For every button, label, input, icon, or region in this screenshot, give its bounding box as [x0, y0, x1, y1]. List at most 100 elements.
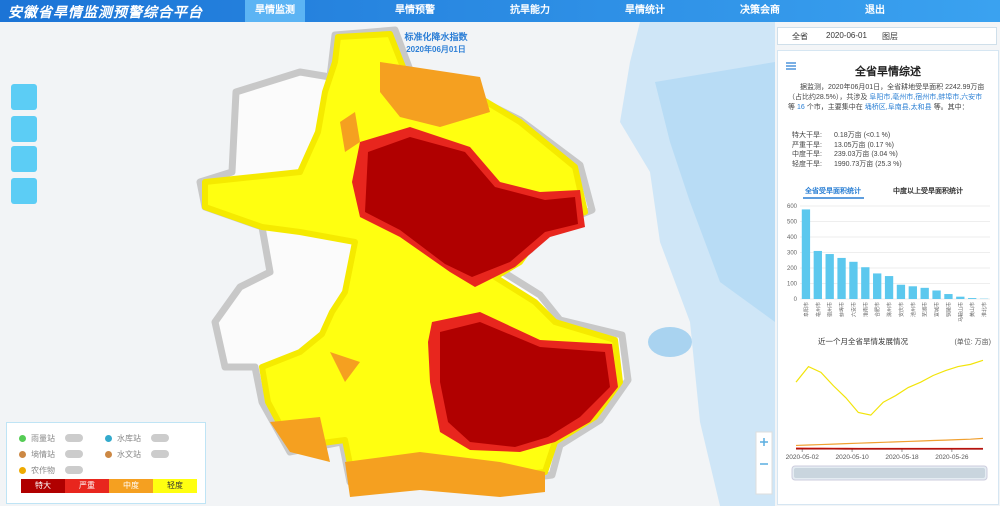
x-tick-label: 马鞍山市 — [957, 302, 964, 322]
toggle[interactable] — [65, 466, 83, 474]
map-date: 2020年06月01日 — [406, 44, 466, 54]
stat-label: 严重干旱: — [792, 141, 822, 149]
bar — [956, 296, 965, 299]
toolbar-item[interactable]: 全省 — [792, 32, 808, 41]
summary-text: 个市，主要集中在 — [806, 104, 863, 111]
bar — [801, 209, 811, 299]
bar — [884, 276, 894, 299]
bar — [861, 267, 870, 299]
x-tick-label: 2020-05-18 — [885, 454, 919, 461]
line-chart-unit: (单位: 万亩) — [954, 337, 991, 346]
y-tick-label: 400 — [787, 235, 798, 241]
stat-value: 0.18万亩 (<0.1 %) — [834, 132, 891, 139]
level-legend: 中度 — [109, 479, 153, 493]
stat-row: 严重干旱: 13.05万亩 (0.17 %) — [792, 141, 982, 151]
drought-area — [270, 62, 545, 497]
x-tick-label: 芜湖市 — [922, 302, 929, 317]
legend: 雨量站 水库站 墒情站 水文站 农作物 特大 严重 中度 轻度 — [6, 422, 206, 504]
x-tick-label: 合肥市 — [874, 302, 881, 317]
layer-tool[interactable] — [11, 116, 37, 142]
toggle[interactable] — [151, 434, 169, 442]
stat-label: 特大干旱: — [792, 132, 822, 139]
x-tick-label: 安庆市 — [898, 302, 905, 317]
stat-value: 13.05万亩 (0.17 %) — [834, 141, 894, 149]
summary-text[interactable]: 16 — [797, 104, 805, 111]
x-tick-label: 2020-05-10 — [835, 454, 869, 461]
nav-item[interactable]: 抗旱能力 — [510, 5, 550, 16]
map: 标准化降水指数 2020年06月01日 — [0, 22, 775, 506]
station-icon — [19, 451, 26, 458]
station-label: 农作物 — [31, 466, 55, 475]
tab: 全省受旱面积统计 — [804, 186, 861, 195]
header: 安徽省旱情监测预警综合平台 旱情监测 旱情预警 抗旱能力 旱情统计 决策会商 退出 — [0, 0, 1000, 22]
panel-title: 全省旱情综述 — [855, 66, 921, 78]
stat-row: 轻度干旱: 1990.73万亩 (25.3 %) — [792, 160, 982, 170]
bar — [968, 298, 977, 299]
stats: 特大干旱: 0.18万亩 (<0.1 %) 严重干旱: 13.05万亩 (0.17 %… — [792, 131, 982, 169]
x-tick-label: 滁州市 — [886, 302, 893, 317]
nav-item[interactable]: 旱情统计 — [625, 5, 665, 16]
x-tick-label: 池州市 — [910, 302, 917, 317]
x-tick-label: 黄山市 — [969, 302, 976, 317]
summary-text[interactable]: 阜阳市,亳州市,宿州市,蚌埠市,六安市 — [869, 94, 983, 101]
toggle[interactable] — [65, 434, 83, 442]
bar — [813, 250, 822, 299]
nav-item[interactable]: 旱情预警 — [395, 5, 435, 16]
station-label: 水库站 — [117, 434, 141, 443]
x-tick-label: 2020-05-02 — [786, 454, 820, 461]
locate-tool[interactable] — [11, 84, 37, 110]
station-icon — [19, 435, 26, 442]
bar — [932, 290, 941, 299]
station-label: 水文站 — [117, 450, 141, 459]
x-tick-label: 蚌埠市 — [839, 302, 846, 317]
bar — [896, 284, 906, 299]
summary-text[interactable]: 埇桥区,阜南县,太和县 — [864, 104, 932, 111]
stat-label: 轻度干旱: — [792, 160, 822, 168]
stat-value: 239.03万亩 (3.04 %) — [834, 151, 898, 158]
toggle[interactable] — [65, 450, 83, 458]
station-icon — [19, 467, 26, 474]
station-label: 墒情站 — [31, 450, 55, 459]
scroll-thumb — [794, 468, 985, 478]
series-line — [795, 359, 984, 416]
nav-item[interactable]: 退出 — [865, 5, 885, 16]
summary-text: 等。其中： — [933, 104, 969, 111]
bar — [849, 261, 858, 299]
y-tick-label: 100 — [787, 282, 798, 288]
map-title: 标准化降水指数 — [403, 31, 468, 42]
x-tick-label: 宿州市 — [827, 302, 834, 317]
toggle[interactable] — [151, 450, 169, 458]
panel-graphics: 全省受旱面积统计 中度以上受旱面积统计 0 100 200 300 400 500 600 阜阳市… — [786, 62, 991, 481]
level-legend: 特大 — [21, 479, 65, 493]
summary-text: 据监测，2020年06月01日，全省耕地受旱面积 2242.99万亩（占比约28… — [788, 84, 985, 101]
y-tick-label: 200 — [787, 266, 798, 272]
station-icon — [105, 435, 112, 442]
tab: 中度以上受旱面积统计 — [893, 186, 963, 195]
station-icon — [105, 451, 112, 458]
drought-area — [365, 137, 610, 447]
toolbar-item[interactable]: 2020-06-01 — [826, 31, 867, 40]
search-tool[interactable] — [11, 178, 37, 204]
summary-text: 等 — [788, 104, 795, 111]
menu-icon — [786, 62, 796, 70]
line-chart-title: 近一个月全省旱情发展情况 — [818, 336, 908, 346]
toolbar-item[interactable]: 图层 — [882, 32, 898, 41]
nav-item[interactable]: 决策会商 — [740, 5, 780, 16]
bar — [908, 286, 917, 299]
app-title: 安徽省旱情监测预警综合平台 — [8, 4, 203, 20]
x-tick-label: 淮北市 — [981, 302, 988, 317]
bar — [837, 257, 846, 299]
y-tick-label: 600 — [787, 204, 798, 210]
comment-tool[interactable] — [11, 146, 37, 172]
nav-item[interactable]: 旱情监测 — [245, 0, 305, 22]
stat-label: 中度干旱: — [792, 151, 822, 158]
x-tick-label: 宣城市 — [934, 302, 941, 317]
stat-row: 中度干旱: 239.03万亩 (3.04 %) — [792, 150, 982, 160]
y-tick-label: 500 — [787, 220, 798, 226]
x-tick-label: 亳州市 — [815, 302, 822, 317]
stat-row: 特大干旱: 0.18万亩 (<0.1 %) — [792, 131, 982, 141]
stat-value: 1990.73万亩 (25.3 %) — [834, 160, 902, 168]
level-legend: 严重 — [65, 479, 109, 493]
x-tick-label: 阜阳市 — [803, 302, 810, 317]
station-label: 雨量站 — [31, 434, 55, 443]
